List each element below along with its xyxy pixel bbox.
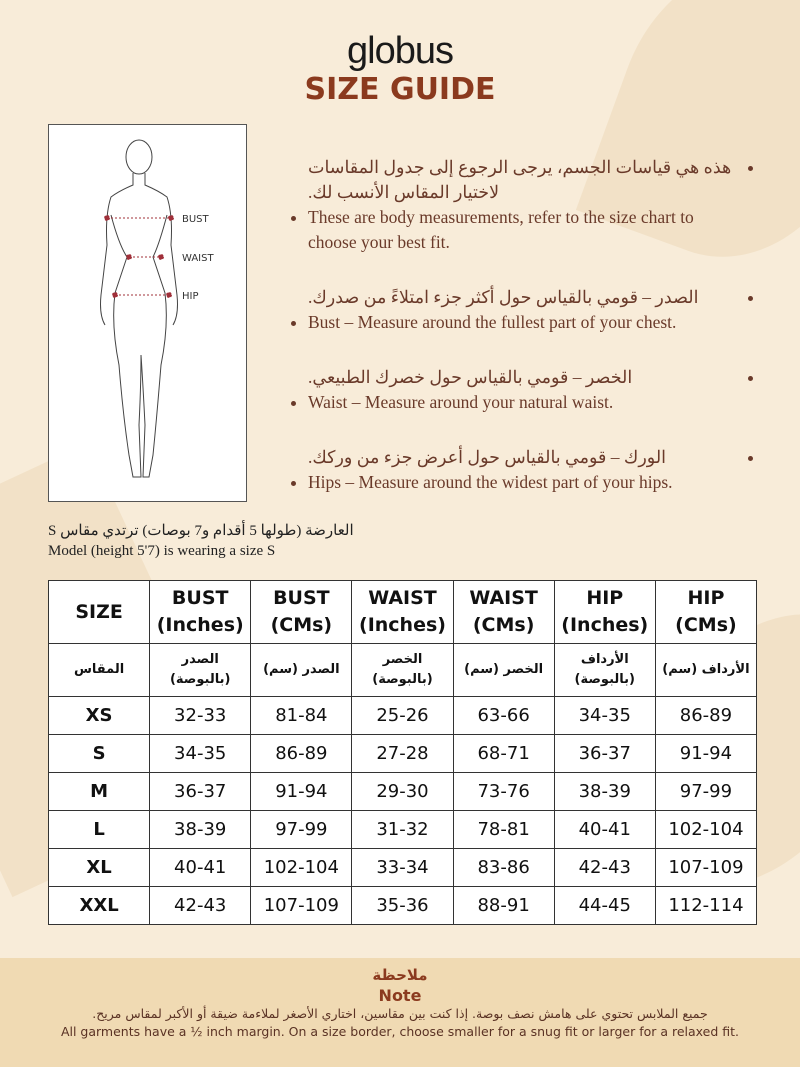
- table-row: XS 32-33 81-84 25-26 63-66 34-35 86-89: [47, 696, 758, 735]
- table-row: S 34-35 86-89 27-28 68-71 36-37 91-94: [47, 734, 758, 773]
- measurement-cell: 40-41: [149, 848, 252, 887]
- column-header-line: (CMs): [675, 614, 737, 636]
- size-cell: M: [47, 772, 151, 811]
- column-header-line: (Inches): [359, 614, 446, 636]
- measurement-cell: 102-104: [250, 848, 353, 887]
- measurement-cell: 81-84: [250, 696, 353, 735]
- column-header: BUST (Inches): [149, 580, 252, 644]
- measurement-cell: 31-32: [351, 810, 454, 849]
- column-header-ar: الخصر (سم): [452, 643, 555, 697]
- measurement-cell: 32-33: [149, 696, 252, 735]
- measurement-cell: 35-36: [351, 886, 454, 925]
- column-header: BUST (CMs): [250, 580, 353, 644]
- measurement-cell: 36-37: [149, 772, 252, 811]
- table-row: XXL 42-43 107-109 35-36 88-91 44-45 112-114: [47, 886, 758, 925]
- measurement-cell: 112-114: [654, 886, 758, 925]
- measurement-cell: 44-45: [553, 886, 656, 925]
- page-title: SIZE GUIDE: [304, 72, 496, 107]
- note-section: ملاحظة Note جميع الملابس تحتوي على هامش …: [0, 958, 800, 1067]
- column-header-line: (CMs): [270, 614, 333, 636]
- column-header-ar: الأرداف (بالبوصة): [553, 643, 656, 697]
- model-info-ar: العارضة (طولها 5 أقدام و7 بوصات) ترتدي م…: [48, 523, 354, 539]
- measurement-cell: 86-89: [250, 734, 353, 773]
- column-header-ar: الصدر (بالبوصة): [149, 643, 252, 697]
- column-header: HIP (Inches): [553, 580, 656, 644]
- measurement-cell: 34-35: [149, 734, 252, 773]
- model-info-en: Model (height 5'7) is wearing a size S: [48, 543, 276, 559]
- size-cell: XXL: [47, 886, 151, 925]
- size-chart-table: SIZE BUST (Inches) BUST (CMs) WAIST (Inches) WA…: [47, 580, 758, 925]
- measurement-cell: 36-37: [553, 734, 656, 773]
- column-header-line: (CMs): [472, 614, 535, 636]
- model-info: العارضة (طولها 5 أقدام و7 بوصات) ترتدي م…: [48, 521, 354, 561]
- body-measurement-figure: BUST WAIST HIP: [48, 124, 247, 502]
- column-header: WAIST (Inches): [351, 580, 454, 644]
- waist-label: WAIST: [182, 253, 214, 264]
- column-header-ar: المقاس: [47, 643, 151, 697]
- bust-instruction-ar: الصدر – قومي بالقياس حول أكثر جزء امتلاء…: [308, 285, 736, 310]
- measurement-cell: 78-81: [452, 810, 555, 849]
- brand-logo: globus: [347, 30, 454, 72]
- column-header-ar: الأرداف (سم): [654, 643, 758, 697]
- column-header-line: BUST: [273, 587, 330, 609]
- measurement-cell: 27-28: [351, 734, 454, 773]
- measurement-cell: 97-99: [654, 772, 758, 811]
- measurement-cell: 25-26: [351, 696, 454, 735]
- hip-label: HIP: [182, 291, 199, 302]
- note-text-en: All garments have a ½ inch margin. On a …: [60, 1024, 740, 1039]
- column-header: SIZE: [47, 580, 151, 644]
- column-header-line: (Inches): [156, 614, 244, 636]
- measurement-cell: 33-34: [351, 848, 454, 887]
- note-title-en: Note: [378, 986, 422, 1005]
- measurement-cell: 97-99: [250, 810, 353, 849]
- table-row: L 38-39 97-99 31-32 78-81 40-41 102-104: [47, 810, 758, 849]
- measurement-instructions: هذه هي قياسات الجسم، يرجى الرجوع إلى جدو…: [286, 155, 736, 525]
- measurement-cell: 91-94: [250, 772, 353, 811]
- size-cell: L: [47, 810, 151, 849]
- column-header: HIP (CMs): [654, 580, 758, 644]
- table-row: M 36-37 91-94 29-30 73-76 38-39 97-99: [47, 772, 758, 811]
- column-header-ar: الصدر (سم): [250, 643, 353, 697]
- measurement-cell: 102-104: [654, 810, 758, 849]
- hip-instruction-en: Hips – Measure around the widest part of…: [308, 470, 736, 495]
- measurement-cell: 107-109: [250, 886, 353, 925]
- measurement-cell: 68-71: [452, 734, 555, 773]
- column-header-line: BUST: [171, 587, 229, 609]
- note-text-ar: جميع الملابس تحتوي على هامش نصف بوصة. إذ…: [92, 1006, 708, 1021]
- column-header-line: WAIST: [469, 587, 538, 609]
- measurement-cell: 91-94: [654, 734, 758, 773]
- measurement-cell: 38-39: [553, 772, 656, 811]
- size-cell: XL: [47, 848, 151, 887]
- measurement-cell: 42-43: [553, 848, 656, 887]
- column-header-line: (Inches): [561, 614, 649, 636]
- measurement-cell: 83-86: [452, 848, 555, 887]
- bust-label: BUST: [182, 214, 210, 225]
- column-header: WAIST (CMs): [452, 580, 555, 644]
- size-cell: S: [47, 734, 151, 773]
- waist-instruction-en: Waist – Measure around your natural wais…: [308, 390, 736, 415]
- column-header-line: HIP: [586, 587, 624, 609]
- measurement-cell: 86-89: [654, 696, 758, 735]
- measurement-cell: 63-66: [452, 696, 555, 735]
- measurement-cell: 73-76: [452, 772, 555, 811]
- note-title-ar: ملاحظة: [372, 966, 428, 984]
- column-header-ar: الخصر (بالبوصة): [351, 643, 454, 697]
- waist-instruction-ar: الخصر – قومي بالقياس حول خصرك الطبيعي.: [308, 365, 736, 390]
- hip-instruction-ar: الورك – قومي بالقياس حول أعرض جزء من ورك…: [308, 445, 736, 470]
- column-header-line: SIZE: [75, 600, 123, 623]
- column-header-line: WAIST: [368, 587, 437, 609]
- measurement-cell: 40-41: [553, 810, 656, 849]
- table-row: XL 40-41 102-104 33-34 83-86 42-43 107-109: [47, 848, 758, 887]
- measurement-cell: 42-43: [149, 886, 252, 925]
- measurement-cell: 88-91: [452, 886, 555, 925]
- instruction-en: These are body measurements, refer to th…: [308, 205, 736, 255]
- column-header-line: HIP: [687, 587, 725, 609]
- measurement-cell: 29-30: [351, 772, 454, 811]
- bust-instruction-en: Bust – Measure around the fullest part o…: [308, 310, 736, 335]
- size-cell: XS: [47, 696, 151, 735]
- measurement-cell: 38-39: [149, 810, 252, 849]
- instruction-ar: هذه هي قياسات الجسم، يرجى الرجوع إلى جدو…: [308, 155, 736, 205]
- measurement-cell: 107-109: [654, 848, 758, 887]
- measurement-cell: 34-35: [553, 696, 656, 735]
